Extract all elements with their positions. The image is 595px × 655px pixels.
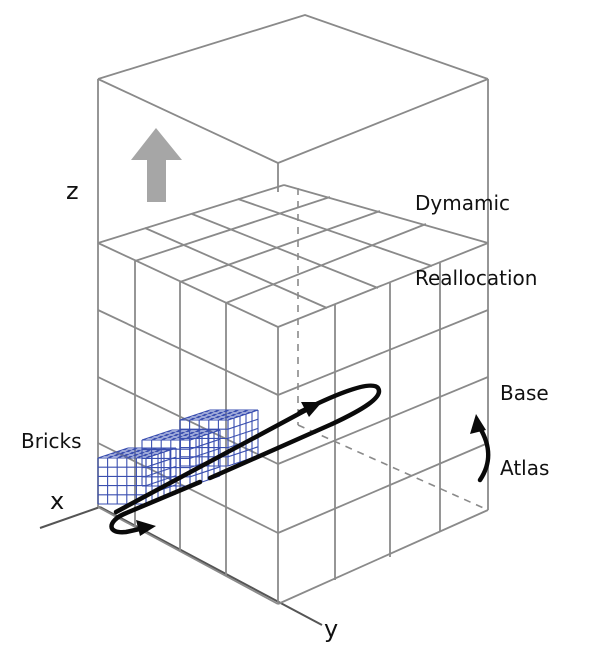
rotation-arrow-lower-front bbox=[109, 479, 203, 535]
curved-arrow-icon bbox=[470, 414, 491, 483]
bricks-label: Bricks bbox=[21, 429, 82, 453]
rotation-arrow-lower bbox=[207, 421, 335, 481]
x-axis-label: x bbox=[50, 487, 65, 515]
dynamic-reallocation-line2: Reallocation bbox=[415, 266, 538, 290]
bricks-group bbox=[97, 409, 259, 505]
top-grid bbox=[97, 184, 489, 328]
up-arrow-icon bbox=[131, 128, 182, 202]
base-atlas-label: Base Atlas bbox=[500, 331, 549, 531]
z-axis-label: z bbox=[66, 177, 79, 205]
rotation-arrow-upper bbox=[113, 407, 309, 515]
front-grid bbox=[97, 243, 489, 605]
y-axis-label: y bbox=[324, 615, 339, 643]
bricks-grid bbox=[97, 409, 259, 505]
y-axis-line bbox=[99, 506, 323, 626]
base-atlas-line2: Atlas bbox=[500, 456, 550, 480]
rotation-arrowhead-back bbox=[301, 402, 322, 417]
hidden-edges bbox=[297, 188, 489, 511]
axes bbox=[39, 506, 323, 626]
rotation-arrowhead-front bbox=[136, 520, 156, 536]
rotation-arrow-icon bbox=[109, 383, 382, 536]
x-axis-line bbox=[39, 506, 101, 529]
dynamic-reallocation-label: Dymamic Reallocation bbox=[415, 141, 537, 341]
upper-box bbox=[97, 14, 489, 243]
base-atlas-line1: Base bbox=[500, 381, 549, 405]
dynamic-reallocation-line1: Dymamic bbox=[415, 191, 511, 215]
rotation-arrow-back bbox=[297, 383, 382, 427]
